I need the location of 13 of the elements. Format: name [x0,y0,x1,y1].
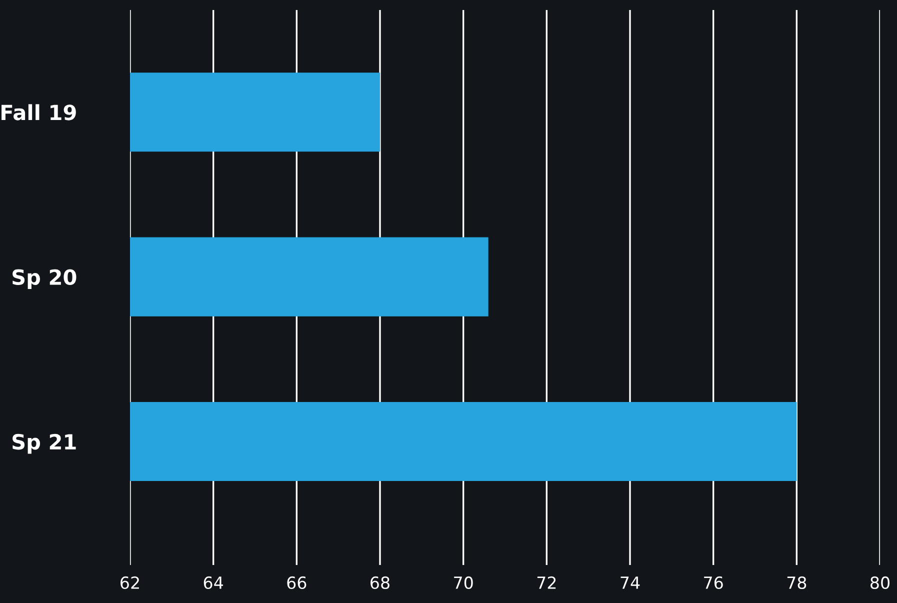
x-tick-label: 64 [204,576,223,590]
x-tick-label: 66 [287,576,306,590]
x-tick-label: 62 [120,576,139,590]
y-tick-label: Sp 20 [12,269,76,290]
y-tick-label: Sp 21 [12,434,76,454]
x-tick-label: 80 [870,576,890,590]
x-tick-label: 68 [370,576,390,590]
x-tick-label: 78 [787,576,806,590]
x-tick-label: 74 [620,576,640,589]
x-tick-label: 76 [704,576,723,590]
x-tick-label: 72 [537,576,556,589]
x-tick-label: 70 [454,576,473,590]
y-tick-label: Fall 19 [2,104,76,120]
